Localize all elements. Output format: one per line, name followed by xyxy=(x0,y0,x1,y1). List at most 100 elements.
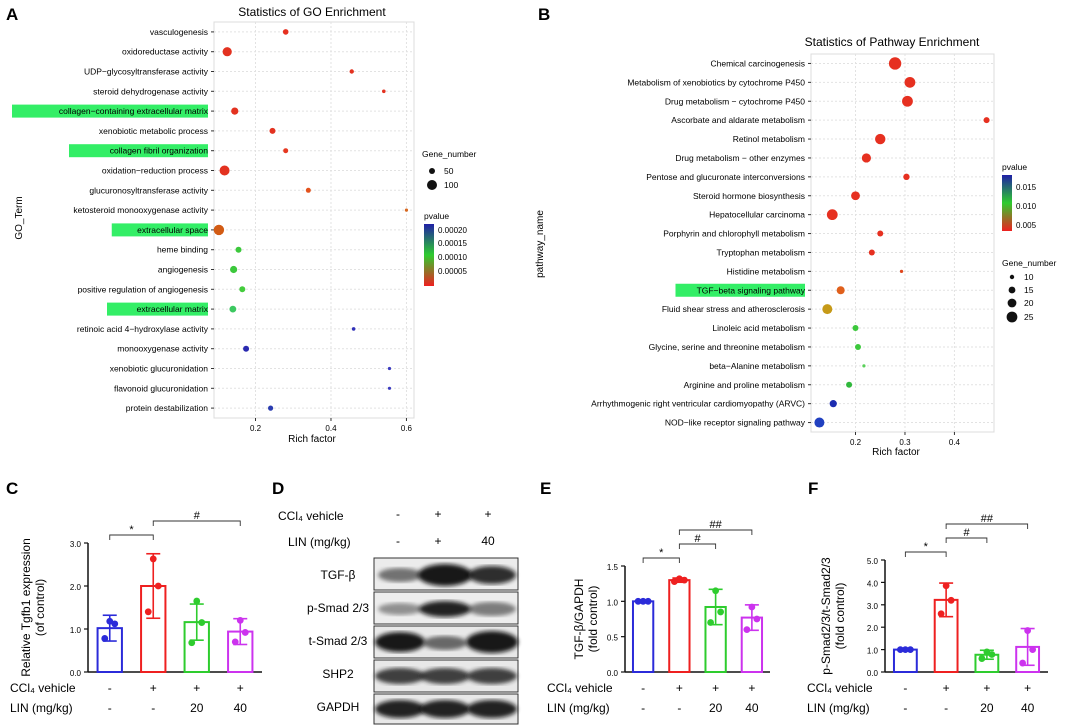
go-dot xyxy=(231,107,239,115)
kegg-term-label: Porphyrin and chlorophyll metabolism xyxy=(663,229,805,239)
bar-e-y-tick-label: 0.5 xyxy=(607,634,619,643)
kegg-term-label: Ascorbate and aldarate metabolism xyxy=(671,115,805,125)
go-term-label: xenobiotic metabolic process xyxy=(99,126,208,136)
kegg-dot xyxy=(852,325,859,332)
go-term-label: flavonoid glucuronidation xyxy=(114,383,208,393)
bar-f-cond-value: - xyxy=(903,701,907,715)
go-dot xyxy=(229,305,237,313)
kegg-size-legend-label: 25 xyxy=(1024,312,1034,322)
kegg-dot xyxy=(846,381,853,388)
go-dot xyxy=(213,224,225,236)
go-dot xyxy=(282,29,289,35)
kegg-term-label: Glycine, serine and threonine metabolism xyxy=(649,342,805,352)
kegg-term-label: Retinol metabolism xyxy=(733,134,805,144)
bar-f-y-tick-label: 1.0 xyxy=(867,647,879,656)
blot-band xyxy=(419,601,471,617)
bar-f-y-tick-label: 3.0 xyxy=(867,602,879,611)
bar-e-cond-value: - xyxy=(641,681,645,695)
bar-f-cond-value: + xyxy=(1024,681,1031,695)
kegg-term-label: beta−Alanine metabolism xyxy=(709,361,805,371)
blot-cond-value: + xyxy=(484,507,491,521)
kegg-dot xyxy=(875,133,886,145)
bar-f-y-tick-label: 2.0 xyxy=(867,624,879,633)
bar-e-cond-value: + xyxy=(712,681,719,695)
kegg-term-label: Drug metabolism − other enzymes xyxy=(675,153,805,163)
go-dot xyxy=(268,405,274,411)
bar-e-y-tick-label: 0.0 xyxy=(607,669,619,678)
go-size-legend-dot-100 xyxy=(427,180,437,190)
go-term-highlight xyxy=(69,144,208,158)
bar-chart-f: 0.0 1.0 2.0 3.0 4.0 5.0 p-Smad2/3/t-Smad2/3 (fo… xyxy=(807,513,1048,715)
kegg-color-bar xyxy=(1002,175,1012,231)
go-term-label: heme binding xyxy=(157,245,208,255)
kegg-dot xyxy=(902,95,913,107)
go-dot xyxy=(269,127,276,134)
go-term-label: glucuronosyltransferase activity xyxy=(89,185,208,195)
bar-f-data-point xyxy=(942,582,950,590)
go-dot xyxy=(305,187,311,193)
kegg-term-label: NOD−like receptor signaling pathway xyxy=(665,418,806,428)
go-color-bar xyxy=(424,224,434,286)
blot-cond-label-lin: LIN (mg/kg) xyxy=(288,535,351,549)
go-color-tick: 0.00010 xyxy=(438,253,467,262)
kegg-term-label: Drug metabolism − cytochrome P450 xyxy=(665,96,805,106)
kegg-term-label: Pentose and glucuronate interconversions xyxy=(646,172,805,182)
go-term-label: retinoic acid 4−hydroxylase activity xyxy=(77,324,209,334)
go-ylabel: GO_Term xyxy=(14,196,25,239)
panel-label-c: C xyxy=(6,479,18,498)
bar-f-data-point xyxy=(983,648,991,656)
kegg-term-label: Linoleic acid metabolism xyxy=(712,323,805,333)
kegg-term-highlight xyxy=(675,283,805,297)
go-term-highlight xyxy=(111,223,208,237)
bar-c-y-label: (of control) xyxy=(33,579,47,636)
bar-f-data-point xyxy=(1024,627,1032,634)
bar-e-data-point xyxy=(743,626,751,633)
kegg-size-legend-label: 10 xyxy=(1024,272,1034,282)
blot-band xyxy=(375,700,425,718)
bar-e-cond-value: - xyxy=(677,701,681,715)
kegg-dot xyxy=(822,304,833,315)
bar-f-sig-bracket xyxy=(904,551,947,557)
bar-f-cond-value: - xyxy=(903,681,907,695)
go-dot xyxy=(235,246,242,253)
bar-f-data-point xyxy=(988,651,996,658)
kegg-size-legend-dot xyxy=(1006,311,1018,323)
kegg-xlabel: Rich factor xyxy=(872,447,920,458)
bar-e-sig-label: * xyxy=(659,547,664,559)
blot-band xyxy=(378,568,422,582)
bar-c-cond-value: + xyxy=(193,681,200,695)
bar-f-data-point xyxy=(937,610,945,618)
blot-band xyxy=(468,566,516,584)
kegg-dot xyxy=(861,153,871,163)
kegg-plot-area xyxy=(810,53,995,433)
go-term-label: UDP−glycosyltransferase activity xyxy=(84,67,209,77)
bar-c-data-point xyxy=(106,617,114,625)
go-term-label: monooxygenase activity xyxy=(117,344,208,354)
kegg-color-tick: 0.005 xyxy=(1016,221,1037,230)
bar-c-data-point xyxy=(241,629,249,636)
bar-c-data-point xyxy=(236,617,244,624)
bar-e-data-point xyxy=(670,578,678,585)
bar-e-y-label: (fold control) xyxy=(586,586,600,653)
go-color-legend-title: pvalue xyxy=(424,211,449,221)
kegg-x-tick-label: 0.2 xyxy=(850,438,862,447)
go-dot xyxy=(387,366,392,371)
bar-f-cond-value: 20 xyxy=(980,701,994,715)
go-xlabel: Rich factor xyxy=(288,434,336,445)
blot-cond-value: + xyxy=(434,534,441,548)
blot-band xyxy=(418,564,472,586)
go-plot: 0.2 0.4 0.6 vasculogenesis oxidoreductase ac… xyxy=(12,21,415,433)
bar-e-sig-bracket xyxy=(678,543,717,549)
bar-f-sig-label: ## xyxy=(981,513,994,525)
bar-c-data-point xyxy=(154,582,162,590)
bar-e-cond-value: - xyxy=(641,701,645,715)
kegg-x-tick-label: 0.3 xyxy=(899,438,911,447)
bar-e-data-point xyxy=(639,597,647,605)
bar-e-y-tick-label: 1.0 xyxy=(607,598,619,607)
band-label-gapdh: GAPDH xyxy=(317,700,360,714)
bar-f-data-point xyxy=(978,655,986,662)
bar-c-data-point xyxy=(193,597,201,605)
bar-f-y-tick-label: 4.0 xyxy=(867,579,879,588)
kegg-dot xyxy=(899,269,904,273)
go-dot xyxy=(351,327,356,331)
